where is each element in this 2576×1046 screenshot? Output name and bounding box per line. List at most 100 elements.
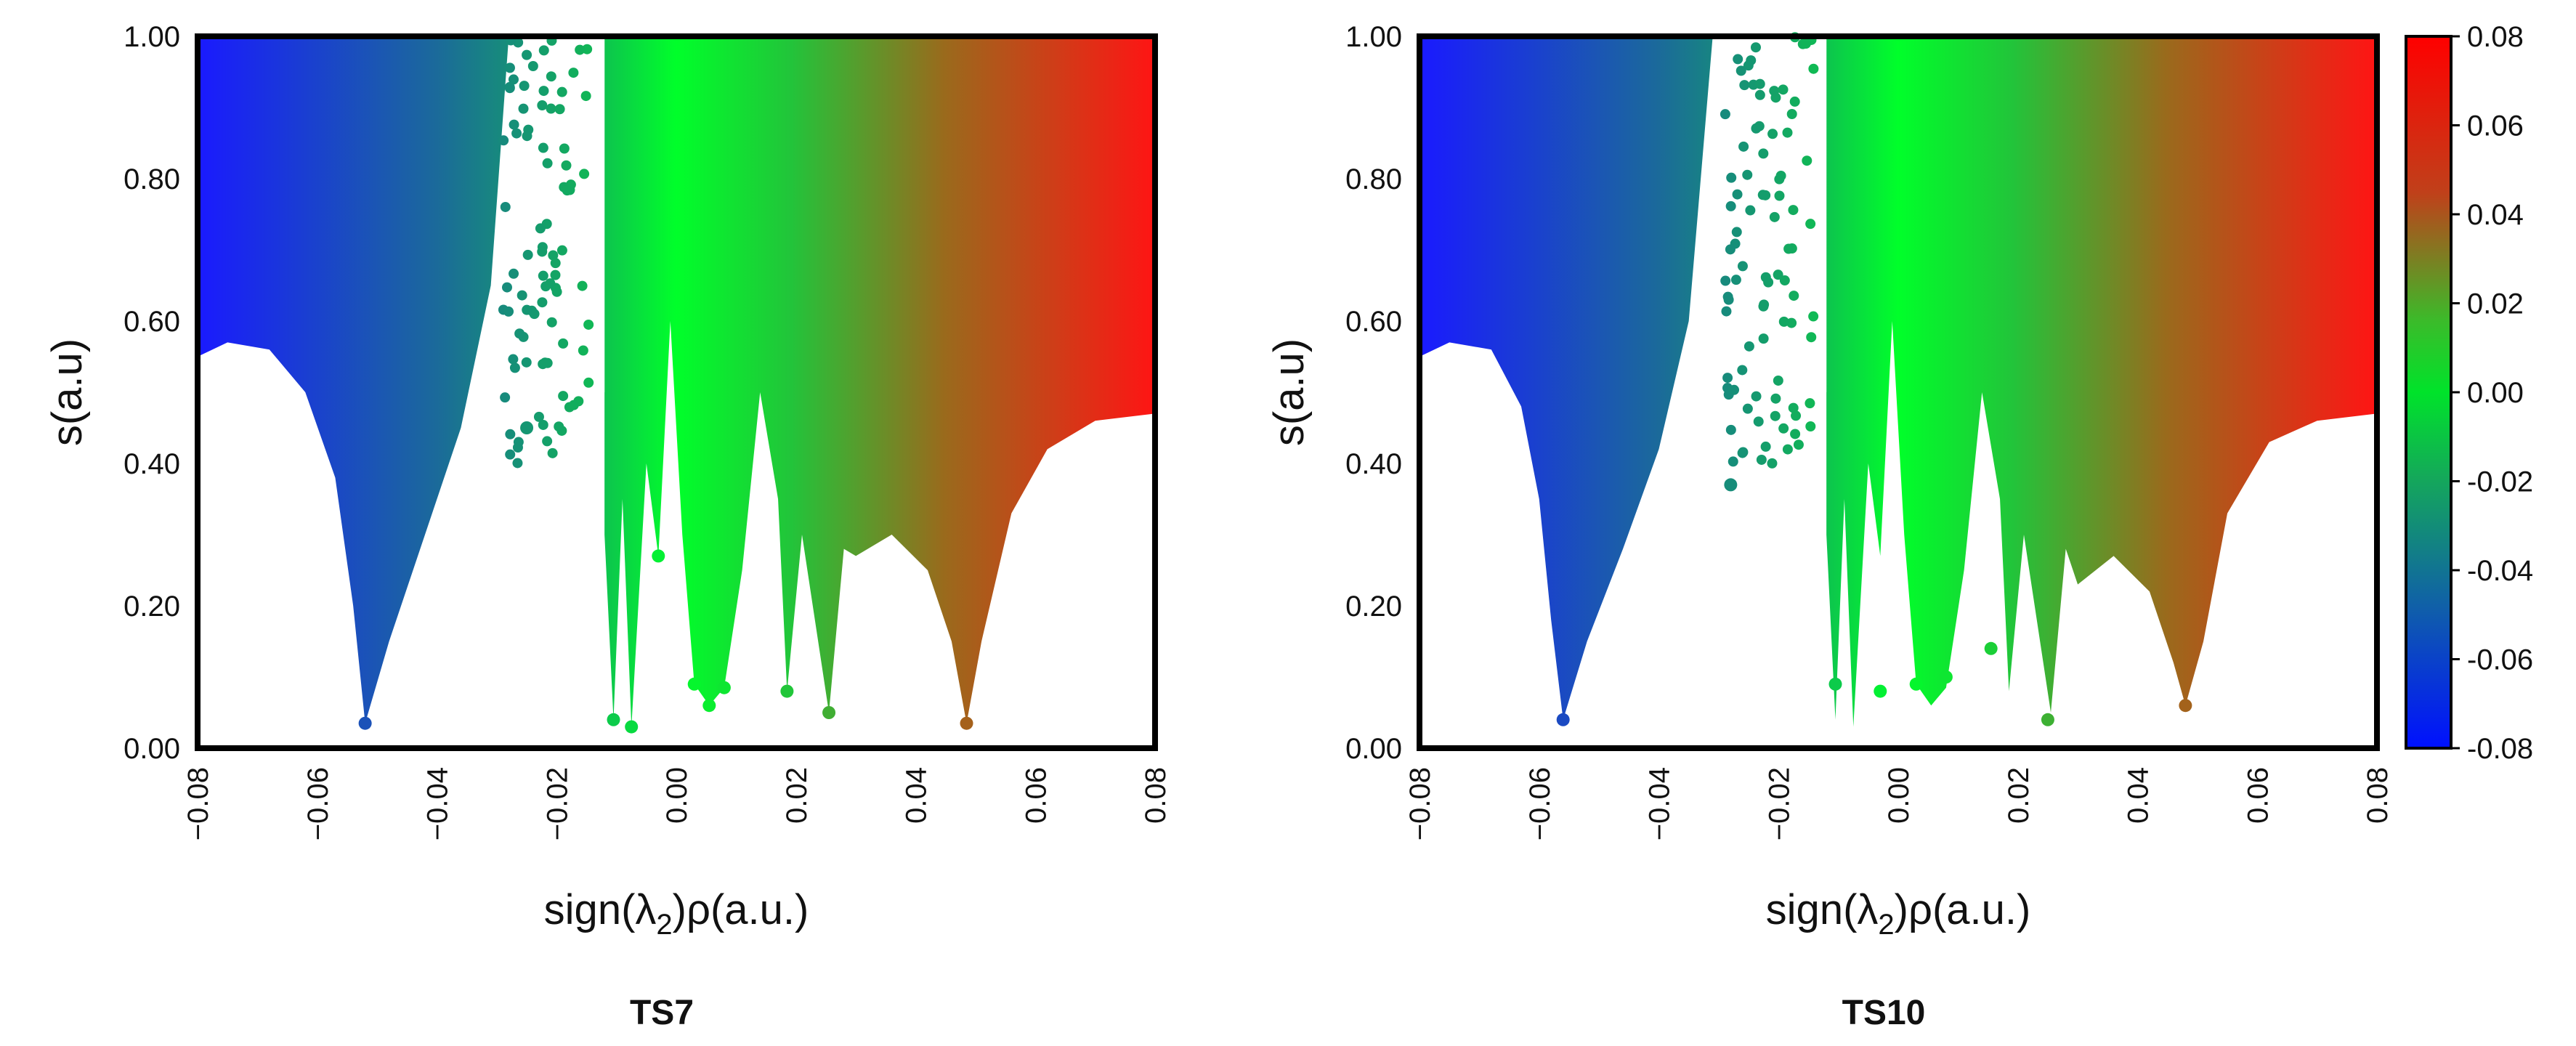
y-tick-label: 0.00	[123, 733, 180, 765]
scatter-point	[1782, 127, 1793, 138]
scatter-point	[1728, 456, 1738, 467]
y-tick-labels: 0.00 0.20 0.40 0.60 0.80 1.00	[123, 21, 180, 765]
scatter-point	[1767, 129, 1778, 139]
x-tick-label: −0.06	[1524, 767, 1556, 840]
scatter-point	[535, 223, 546, 234]
spike-tip-point	[358, 716, 372, 730]
x-tick-label: 0.00	[661, 767, 693, 824]
spike-tip-point	[1828, 677, 1842, 691]
scatter-point	[1720, 275, 1731, 286]
scatter-point	[1805, 421, 1816, 431]
scatter-point	[1808, 311, 1819, 322]
scatter-point	[554, 104, 565, 115]
scatter-point	[556, 245, 567, 256]
spike-tip-point	[2041, 713, 2054, 726]
scatter-point	[1750, 42, 1761, 53]
y-tick-label: 0.60	[1345, 306, 1402, 338]
scatter-point	[522, 131, 532, 142]
scatter-point	[1773, 269, 1783, 280]
scatter-point	[554, 421, 564, 432]
scatter-point	[546, 103, 556, 114]
scatter-point	[504, 81, 515, 92]
scatter-point	[517, 290, 527, 301]
scatter-point	[511, 128, 522, 139]
scatter-point	[1760, 441, 1771, 452]
colorbar-gradient	[2405, 35, 2453, 750]
scatter-point	[1720, 109, 1730, 120]
scatter-point	[1788, 205, 1799, 216]
scatter-point	[583, 319, 594, 330]
scatter-point	[1721, 306, 1732, 317]
scatter-point	[512, 442, 523, 453]
spike-tip-point	[607, 713, 620, 726]
spike-tip-point	[822, 706, 836, 719]
scatter-point	[538, 270, 548, 281]
scatter-point	[1805, 219, 1816, 230]
x-tick-label: 0.08	[1140, 767, 1172, 824]
scatter-point	[500, 201, 511, 212]
scatter-point	[1802, 155, 1812, 166]
panel-ts7: −0.08 −0.06 −0.04 −0.02 0.00 0.02 0.04 0.06 0.08…	[44, 21, 1172, 1032]
scatter-point	[1806, 332, 1817, 343]
scatter-fill	[1419, 36, 2377, 727]
spike-tip-point	[652, 549, 665, 563]
panel-caption: TS7	[630, 994, 694, 1032]
scatter-point	[1782, 444, 1793, 455]
scatter-point	[546, 71, 556, 82]
scatter-point	[1756, 454, 1767, 465]
panel-caption: TS10	[1842, 994, 1926, 1032]
colorbar-tick-label: 0.02	[2467, 288, 2524, 320]
scatter-point	[558, 338, 569, 349]
scatter-point	[1743, 60, 1754, 71]
scatter-point	[1778, 316, 1789, 327]
spike-tip-point	[1984, 641, 1998, 655]
scatter-point	[1751, 391, 1762, 402]
colorbar: 0.08 0.06 0.04 0.02 0.00 -0.02 -0.04 -0.06 -0.08	[2405, 21, 2533, 765]
y-tick-label: 0.40	[123, 448, 180, 480]
x-tick-label: 0.06	[1020, 767, 1052, 824]
scatter-point	[548, 250, 559, 261]
scatter-point	[1773, 375, 1783, 386]
spike-tip-point	[687, 677, 701, 691]
scatter-point	[538, 419, 548, 430]
scatter-point	[505, 449, 516, 460]
scatter-point	[1725, 200, 1736, 211]
scatter-point	[1754, 89, 1765, 100]
scatter-point	[505, 429, 516, 439]
scatter-point	[500, 392, 511, 403]
scatter-point	[498, 135, 509, 146]
scatter-point	[537, 100, 548, 111]
y-tick-label: 0.80	[1345, 163, 1402, 195]
scatter-point	[1786, 109, 1797, 120]
scatter-point	[1737, 447, 1748, 458]
spike-tip-point	[780, 684, 794, 698]
x-tick-label: 0.08	[2362, 767, 2394, 824]
scatter-point	[533, 411, 544, 422]
scatter-point	[558, 391, 569, 402]
scatter-point	[1789, 291, 1799, 301]
scatter-point	[503, 306, 514, 317]
x-tick-label: 0.02	[2003, 767, 2035, 824]
scatter-point	[1778, 423, 1789, 434]
scatter-point	[1770, 393, 1781, 404]
scatter-point	[509, 268, 519, 279]
spike-tip-point	[625, 720, 639, 734]
scatter-point	[1742, 169, 1753, 180]
scatter-point	[512, 458, 523, 469]
scatter-point	[1801, 38, 1812, 49]
scatter-point	[550, 258, 561, 269]
x-tick-label: −0.08	[182, 767, 214, 840]
scatter-point	[1793, 439, 1804, 450]
scatter-point	[1745, 205, 1756, 216]
spike-tip-point	[960, 716, 973, 730]
scatter-point	[1788, 402, 1799, 413]
scatter-point	[1758, 301, 1769, 312]
scatter-point	[1778, 84, 1789, 95]
x-tick-label: −0.02	[541, 767, 573, 840]
scatter-point	[537, 246, 548, 257]
scatter-point	[538, 86, 549, 97]
y-tick-labels: 0.00 0.20 0.40 0.60 0.80 1.00	[1345, 21, 1402, 765]
scatter-point	[540, 357, 551, 368]
scatter-point	[1786, 317, 1797, 328]
